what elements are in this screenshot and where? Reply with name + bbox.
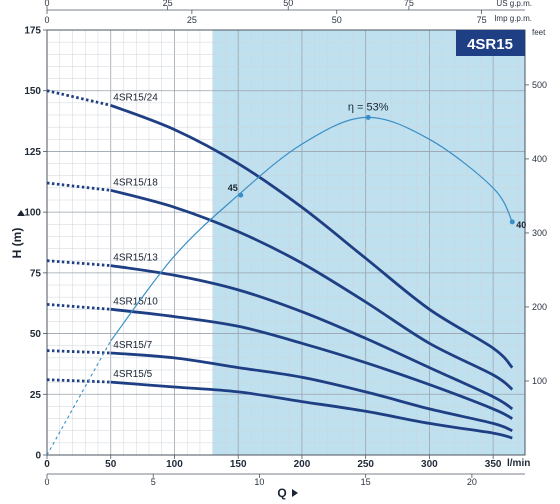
efficiency-marker-label: 40 [516, 220, 526, 230]
pump-curve-line [110, 380, 513, 440]
right-tick-label: 400 [532, 154, 547, 164]
efficiency-curve: 45 40 η = 53% [46, 101, 526, 456]
top-us-tick-label: 50 [283, 0, 293, 8]
bottom-ticks-lmin: 0 50 100 150 200 250 300 350 [44, 455, 502, 470]
x-unit-lmin: l/min [507, 458, 530, 469]
pump-curve-label: 4SR15/7 [113, 340, 152, 351]
pump-curve-label: 4SR15/18 [113, 177, 158, 188]
pump-curve-group: 4SR15/24 [46, 89, 514, 369]
bottom-tick-label: 150 [230, 459, 247, 470]
x-axis-arrow-icon [292, 489, 298, 497]
pump-curve-group: 4SR15/7 [46, 340, 513, 433]
left-tick-label: 0 [35, 451, 41, 462]
right-tick-label: 100 [532, 376, 547, 386]
bottom2-tick-label: 5 [151, 477, 156, 487]
efficiency-marker [238, 192, 244, 198]
bottom-tick-label: 0 [44, 459, 50, 470]
pump-curve-dotted [46, 378, 111, 384]
pump-curve-dotted [46, 303, 111, 311]
efficiency-marker-label: 45 [228, 183, 238, 193]
top-ticks-imp: 0 25 50 75 [44, 10, 487, 25]
right-tick-label: 300 [532, 228, 547, 238]
bottom-tick-label: 200 [294, 459, 311, 470]
top-imp-tick-label: 75 [477, 15, 487, 25]
left-tick-label: 150 [24, 86, 41, 97]
efficiency-peak-label: η = 53% [348, 101, 389, 113]
model-badge-label: 4SR15 [467, 36, 513, 53]
left-tick-label: 50 [30, 329, 42, 340]
pump-curve-line [110, 351, 513, 433]
top-imp-tick-label: 50 [332, 15, 342, 25]
bottom-ticks-m3h: 0 5 10 15 20 [44, 474, 477, 487]
pump-curve-dotted [46, 181, 111, 192]
bottom2-tick-label: 0 [44, 477, 49, 487]
left-tick-label: 175 [24, 26, 41, 37]
left-tick-label: 125 [24, 147, 41, 158]
top-imp-tick-label: 25 [187, 15, 197, 25]
pump-curve-line [110, 103, 514, 369]
pump-curve-label: 4SR15/5 [113, 369, 152, 380]
right-tick-label: 500 [532, 80, 547, 90]
model-badge [456, 30, 525, 56]
left-tick-label: 100 [24, 208, 41, 219]
efficiency-marker [509, 219, 515, 225]
right-tick-label: 200 [532, 302, 547, 312]
pump-curves: 4SR15/24 4SR15/18 4SR15/13 4SR15/10 4SR15/7 4… [46, 89, 514, 440]
pump-curve-group: 4SR15/10 [46, 296, 513, 420]
right-unit-feet: feet [532, 28, 546, 37]
top-imp-tick-label: 0 [44, 15, 49, 25]
pump-curve-line [110, 264, 514, 411]
y-axis-title: H (m) [10, 228, 24, 259]
plot-frame [46, 29, 526, 456]
efficiency-line-dashed [46, 340, 112, 456]
left-ticks-m: 0 25 50 75 100 125 150 175 [24, 26, 47, 462]
pump-curve-group: 4SR15/18 [46, 177, 514, 391]
x-axis-title-group: Q [277, 486, 298, 500]
x-axis-title: Q [277, 486, 286, 500]
pump-curve-line [110, 188, 514, 391]
bottom2-tick-label: 15 [361, 477, 371, 487]
top-us-tick-label: 75 [404, 0, 414, 8]
left-tick-label: 25 [30, 390, 42, 401]
bottom2-tick-label: 10 [254, 477, 264, 487]
pump-curve-group: 4SR15/5 [46, 369, 513, 440]
bottom-tick-label: 250 [357, 459, 374, 470]
bottom2-tick-label: 20 [467, 477, 477, 487]
top-unit-imp: Imp g.p.m. [494, 14, 532, 23]
pump-curve-group: 4SR15/13 [46, 253, 514, 411]
pump-curve-label: 4SR15/13 [113, 253, 158, 264]
bottom-tick-label: 50 [105, 459, 117, 470]
pump-curve-dotted [46, 89, 112, 107]
top-us-tick-label: 25 [163, 0, 173, 8]
right-ticks-feet: 100 200 300 400 500 [525, 80, 547, 386]
bottom-tick-label: 100 [166, 459, 183, 470]
y-axis-title-group: H (m) [10, 210, 25, 258]
top-ticks-us: 0 25 50 75 [44, 0, 414, 10]
left-tick-label: 75 [30, 268, 42, 279]
pump-curve-label: 4SR15/24 [113, 92, 158, 103]
bottom-tick-label: 350 [485, 459, 502, 470]
efficiency-line [110, 116, 513, 342]
pump-curve-line [110, 307, 513, 420]
top-unit-us: US g.p.m. [496, 0, 532, 8]
efficiency-peak-marker [365, 114, 371, 120]
pump-curve-label: 4SR15/10 [113, 296, 158, 307]
y-axis-arrow-icon [17, 210, 25, 216]
bottom-tick-label: 300 [421, 459, 438, 470]
pump-curve-dotted [46, 349, 111, 355]
pump-curve-dotted [46, 259, 111, 267]
top-us-tick-label: 0 [44, 0, 49, 8]
